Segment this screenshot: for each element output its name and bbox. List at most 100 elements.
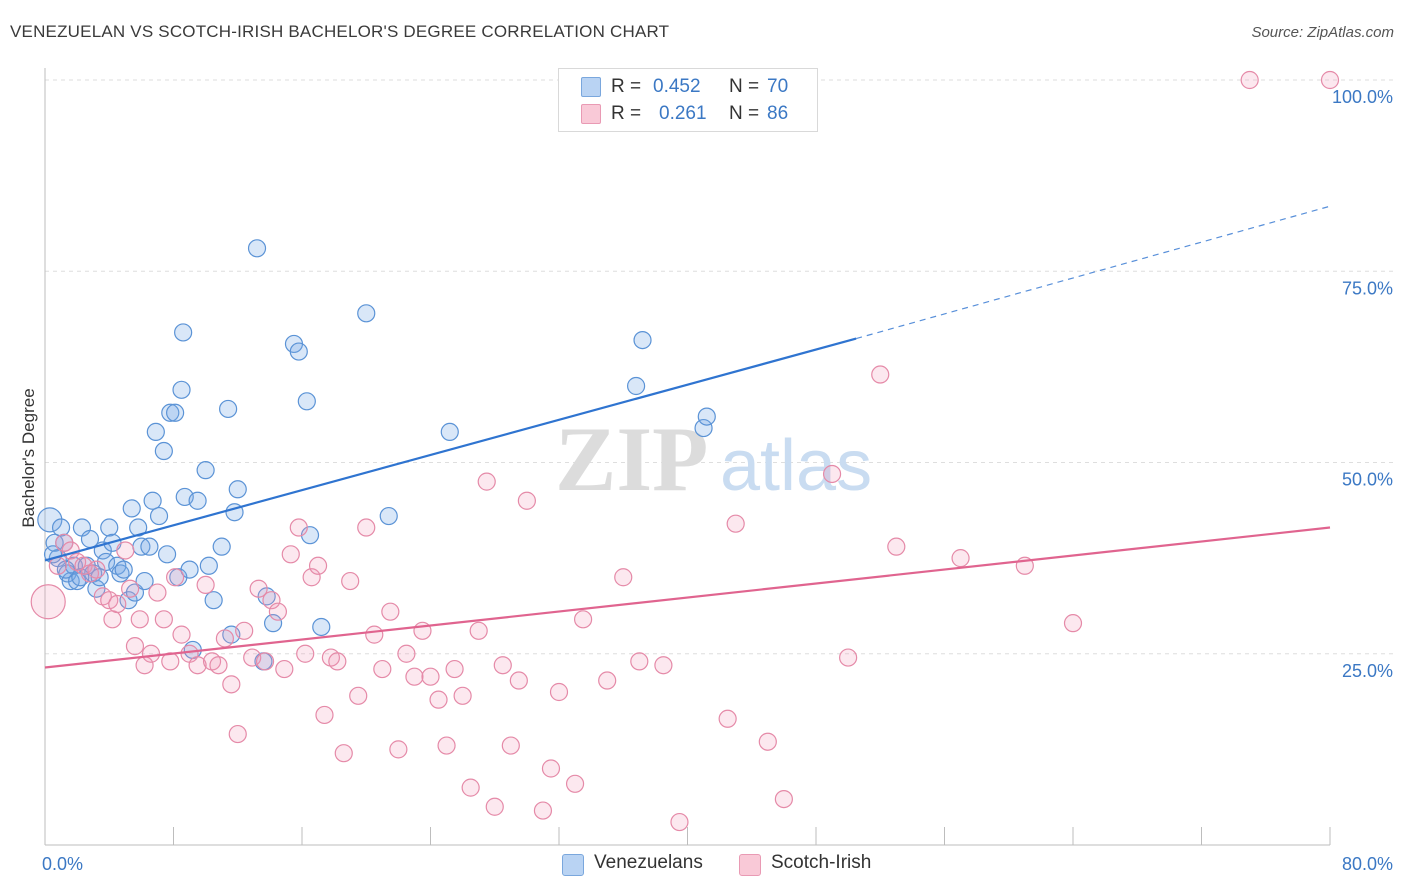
data-points — [30, 70, 1340, 832]
scotch-irish-point — [30, 584, 66, 620]
scotch-irish-point — [405, 667, 424, 686]
venezuelans-point — [212, 537, 231, 556]
scotch-irish-point — [1320, 70, 1340, 90]
source-label: Source: ZipAtlas.com — [1251, 24, 1394, 41]
scotch-irish-point — [281, 545, 300, 564]
scotch-irish-point — [172, 625, 191, 644]
venezuelans-point — [188, 491, 207, 510]
scotch-irish-point — [373, 659, 392, 679]
legend-swatch-venezuelans — [581, 77, 601, 97]
scotch-irish-point — [289, 518, 308, 537]
venezuelans-trend-extension — [855, 205, 1331, 340]
scotch-irish-point — [125, 636, 145, 656]
scotch-irish-point — [726, 514, 745, 533]
venezuelans-point — [626, 376, 646, 396]
legend-n-label: N = — [729, 103, 760, 124]
venezuelans-point — [697, 407, 716, 426]
venezuelans-point — [199, 556, 218, 575]
venezuelans-point — [440, 422, 459, 441]
x-tick-label: 80.0% — [1342, 854, 1393, 874]
scotch-irish-point — [215, 629, 234, 648]
venezuelans-point — [100, 518, 119, 537]
venezuelans-point — [45, 533, 64, 552]
trend-lines — [44, 205, 1331, 669]
scotch-irish-point — [541, 759, 561, 778]
scotch-irish-point — [517, 491, 536, 510]
scotch-irish-point — [209, 656, 228, 675]
venezuelans-point — [297, 392, 316, 411]
scotch-irish-point — [614, 568, 633, 587]
legend-r-label: R = — [611, 103, 642, 124]
venezuelans-point — [71, 568, 90, 587]
venezuelans-point — [204, 591, 223, 610]
legend-r-value: 0.261 — [659, 103, 707, 124]
venezuelans-point — [61, 571, 80, 591]
venezuelans-point — [122, 499, 141, 518]
venezuelans-point — [357, 304, 376, 323]
scotch-irish-point — [334, 744, 353, 763]
venezuelans-point — [633, 331, 652, 350]
y-tick-label: 75.0% — [1342, 278, 1393, 298]
legend-r-label: R = — [611, 76, 642, 97]
scotch-irish-point — [839, 648, 858, 667]
venezuelans-point — [312, 617, 331, 637]
scotch-irish-point — [48, 556, 67, 575]
legend-label-scotch-irish: Scotch-Irish — [771, 852, 872, 873]
venezuelans-point — [146, 422, 165, 441]
scotch-irish-point — [249, 579, 268, 598]
venezuelans-point — [247, 239, 267, 258]
scotch-irish-point — [268, 602, 288, 621]
scotch-irish-point — [228, 724, 247, 744]
scotch-irish-point — [718, 709, 737, 728]
venezuelans-trend-line — [44, 337, 857, 562]
scotch-irish-point — [871, 365, 890, 384]
scotch-irish-point — [262, 591, 281, 610]
scotch-irish-point — [774, 789, 793, 809]
scotch-irish-point — [533, 801, 553, 820]
scotch-irish-point — [445, 659, 464, 679]
x-tick-label: 0.0% — [42, 854, 83, 874]
venezuelans-point — [135, 571, 154, 591]
scotch-irish-point — [630, 652, 649, 671]
venezuelans-point — [263, 614, 283, 633]
scotch-irish-point — [389, 740, 408, 759]
scotch-irish-point — [654, 656, 673, 675]
scotch-irish-point — [116, 541, 135, 560]
venezuelans-point — [143, 491, 162, 510]
scotch-irish-point — [296, 644, 315, 663]
scotch-irish-point — [148, 583, 167, 602]
y-tick-label: 100.0% — [1332, 87, 1393, 107]
venezuelans-point — [219, 399, 238, 419]
scotch-irish-point — [108, 594, 127, 614]
venezuelans-point — [228, 480, 247, 499]
scotch-irish-point — [357, 518, 376, 537]
scotch-irish-point — [255, 652, 275, 671]
scotch-irish-point — [302, 568, 321, 587]
legend-swatch-venezuelans — [562, 854, 584, 876]
scotch-irish-point — [509, 671, 528, 690]
scotch-irish-point — [758, 732, 777, 751]
scotch-irish-point — [565, 774, 585, 793]
scotch-irish-point — [341, 571, 360, 591]
scotch-irish-point — [477, 472, 496, 491]
venezuelans-point — [157, 545, 177, 564]
venezuelans-point — [96, 552, 116, 572]
scotch-irish-point — [598, 671, 617, 690]
venezuelans-point — [174, 323, 193, 342]
venezuelans-point — [51, 518, 71, 537]
y-tick-label: 25.0% — [1342, 661, 1393, 681]
scotch-irish-point — [222, 675, 241, 694]
legend-r-value: 0.452 — [653, 76, 701, 97]
scotch-irish-point — [365, 625, 384, 644]
scotch-irish-point — [887, 537, 906, 556]
venezuelans-point — [37, 507, 63, 533]
grid-lines — [45, 79, 1395, 655]
scotch-irish-point — [573, 610, 593, 629]
scotch-irish-point — [130, 610, 149, 629]
chart-title: VENEZUELAN VS SCOTCH-IRISH BACHELOR'S DE… — [10, 22, 670, 41]
scotch-irish-point — [501, 736, 520, 755]
legend-label-venezuelans: Venezuelans — [594, 852, 703, 873]
venezuelans-point — [180, 560, 199, 579]
scotch-irish-point — [493, 656, 512, 675]
